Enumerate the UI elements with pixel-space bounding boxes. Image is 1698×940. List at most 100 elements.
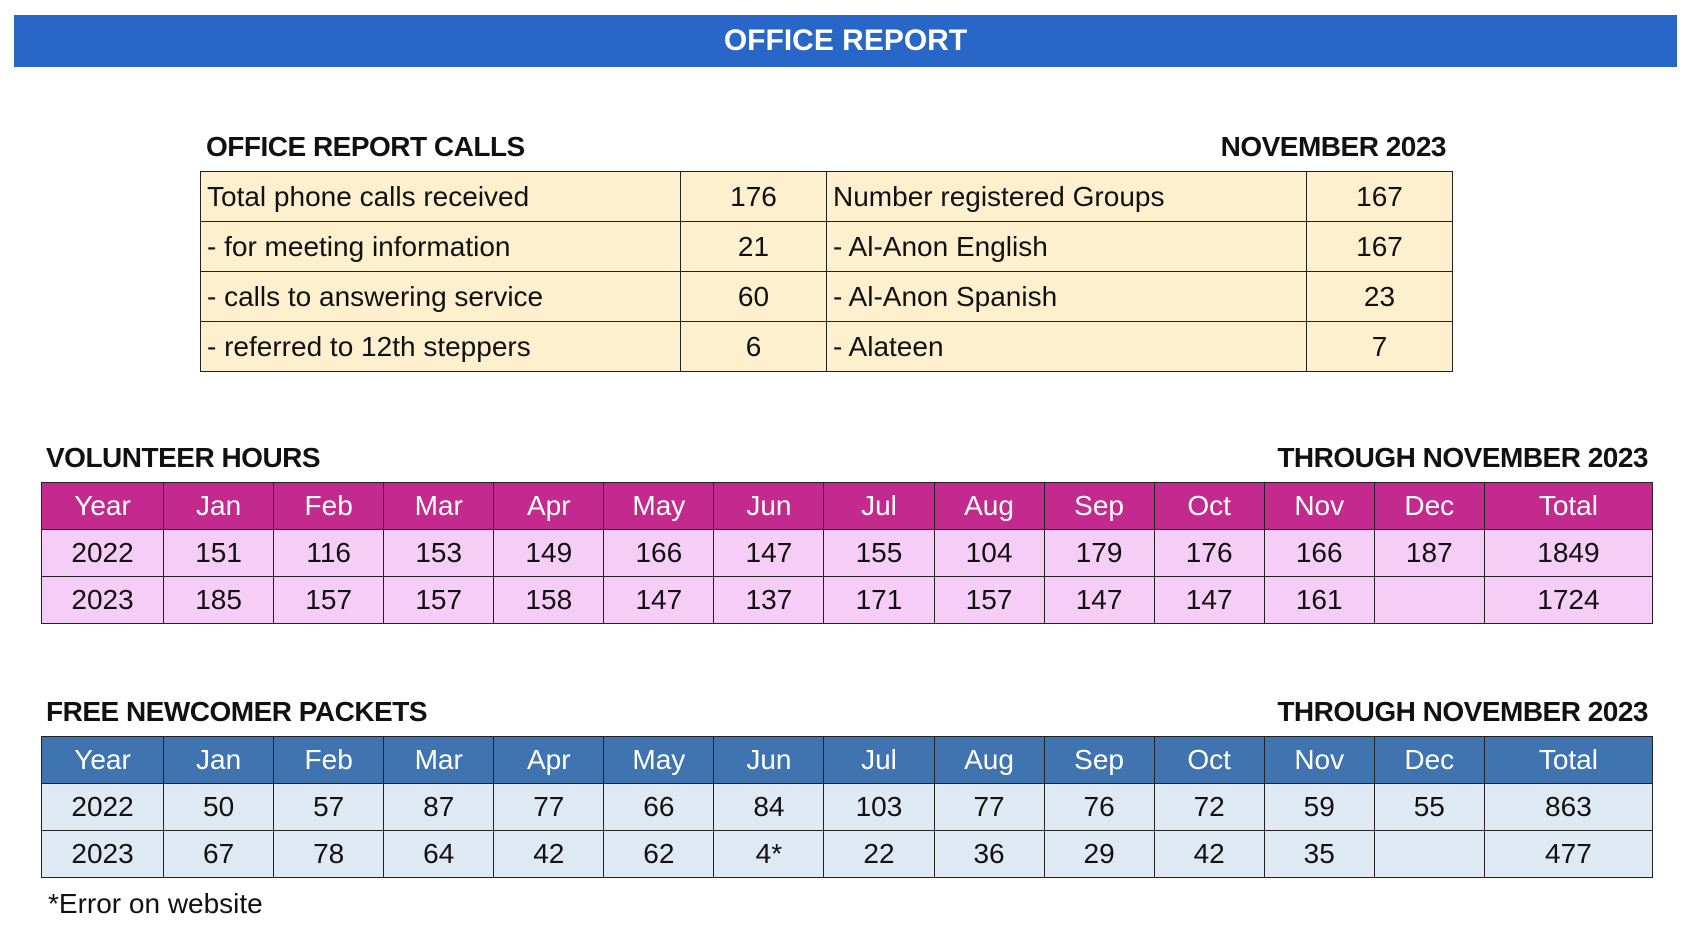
value-cell: 36 (933, 830, 1045, 878)
column-header: Apr (493, 482, 605, 530)
volunteer-hours-table: Year Jan Feb Mar Apr May Jun Jul Aug Sep Oct Nov Dec… (40, 482, 1654, 624)
calls-label: - for meeting information (200, 221, 681, 272)
header-row: Year Jan Feb Mar Apr May Jun Jul Aug Sep Oct Nov Dec… (40, 482, 1654, 530)
column-header: Feb (273, 482, 385, 530)
value-cell: 166 (1263, 529, 1375, 577)
column-header: Year (40, 736, 165, 784)
value-cell: 67 (163, 830, 275, 878)
value-cell: 42 (493, 830, 605, 878)
value-cell: 147 (1153, 576, 1265, 624)
table-row: 2023 67 78 64 42 62 4* 22 36 29 42 35 477 (40, 830, 1654, 878)
column-header: Mar (383, 736, 495, 784)
calls-value: 6 (680, 321, 827, 372)
value-cell: 42 (1153, 830, 1265, 878)
packets-period: THROUGH NOVEMBER 2023 (1277, 696, 1648, 727)
value-cell: 103 (823, 783, 935, 831)
column-header: Jan (163, 736, 275, 784)
value-cell: 72 (1153, 783, 1265, 831)
value-cell: 50 (163, 783, 275, 831)
calls-table: Total phone calls received 176 Number regi… (200, 171, 1453, 372)
value-cell: 155 (823, 529, 935, 577)
value-cell: 863 (1483, 783, 1654, 831)
table-row: 2023 185 157 157 158 147 137 171 157 147 147 161 172… (40, 576, 1654, 624)
value-cell (1373, 830, 1485, 878)
value-cell: 66 (603, 783, 715, 831)
value-cell: 4* (713, 830, 825, 878)
calls-value: 23 (1306, 271, 1453, 322)
value-cell: 166 (603, 529, 715, 577)
value-cell: 157 (273, 576, 385, 624)
calls-value: 176 (680, 171, 827, 222)
calls-value: 60 (680, 271, 827, 322)
value-cell: 77 (933, 783, 1045, 831)
value-cell: 153 (383, 529, 495, 577)
calls-row: Total phone calls received 176 Number regi… (200, 171, 1453, 222)
value-cell: 1724 (1483, 576, 1654, 624)
year-cell: 2022 (40, 783, 165, 831)
newcomer-packets-table: Year Jan Feb Mar Apr May Jun Jul Aug Sep Oct Nov Dec… (40, 736, 1654, 878)
calls-label: - referred to 12th steppers (200, 321, 681, 372)
calls-label: - Al-Anon English (826, 221, 1307, 272)
calls-label: Number registered Groups (826, 171, 1307, 222)
value-cell: 78 (273, 830, 385, 878)
column-header: Nov (1263, 736, 1375, 784)
packets-title: FREE NEWCOMER PACKETS (46, 696, 428, 727)
value-cell: 137 (713, 576, 825, 624)
calls-label: Total phone calls received (200, 171, 681, 222)
volunteer-title: VOLUNTEER HOURS (46, 442, 321, 473)
volunteer-period: THROUGH NOVEMBER 2023 (1277, 442, 1648, 473)
report-banner: OFFICE REPORT (14, 15, 1677, 67)
value-cell: 104 (933, 529, 1045, 577)
calls-value: 21 (680, 221, 827, 272)
calls-value: 7 (1306, 321, 1453, 372)
header-row: Year Jan Feb Mar Apr May Jun Jul Aug Sep Oct Nov Dec… (40, 736, 1654, 784)
calls-row: - for meeting information 21- Al-Anon Eng… (200, 221, 1453, 272)
calls-label: - calls to answering service (200, 271, 681, 322)
calls-period: NOVEMBER 2023 (1220, 131, 1447, 162)
table-row: 2022 151 116 153 149 166 147 155 104 179 176 166 187… (40, 529, 1654, 577)
value-cell: 477 (1483, 830, 1654, 878)
value-cell: 29 (1043, 830, 1155, 878)
calls-row: - referred to 12th steppers 6- Alateen 7 (200, 321, 1453, 372)
value-cell: 55 (1373, 783, 1485, 831)
year-cell: 2022 (40, 529, 165, 577)
value-cell: 77 (493, 783, 605, 831)
value-cell: 59 (1263, 783, 1375, 831)
value-cell: 158 (493, 576, 605, 624)
value-cell: 147 (603, 576, 715, 624)
report-title: OFFICE REPORT (723, 24, 968, 57)
column-header: Aug (933, 736, 1045, 784)
value-cell: 157 (933, 576, 1045, 624)
column-header: Jan (163, 482, 275, 530)
value-cell: 87 (383, 783, 495, 831)
column-header: Mar (383, 482, 495, 530)
value-cell: 35 (1263, 830, 1375, 878)
calls-value: 167 (1306, 171, 1453, 222)
footnote: *Error on website (48, 888, 263, 919)
value-cell: 171 (823, 576, 935, 624)
column-header: Dec (1373, 482, 1485, 530)
value-cell: 179 (1043, 529, 1155, 577)
value-cell: 76 (1043, 783, 1155, 831)
value-cell: 147 (1043, 576, 1155, 624)
column-header: Oct (1153, 482, 1265, 530)
year-cell: 2023 (40, 830, 165, 878)
column-header: Oct (1153, 736, 1265, 784)
column-header: Sep (1043, 482, 1155, 530)
table-row: 2022 50 57 87 77 66 84 103 77 76 72 59 55 863 (40, 783, 1654, 831)
column-header: Total (1483, 736, 1654, 784)
value-cell: 157 (383, 576, 495, 624)
column-header: Total (1483, 482, 1654, 530)
calls-label: - Alateen (826, 321, 1307, 372)
value-cell: 84 (713, 783, 825, 831)
column-header: Sep (1043, 736, 1155, 784)
calls-value: 167 (1306, 221, 1453, 272)
value-cell: 185 (163, 576, 275, 624)
column-header: Jun (713, 736, 825, 784)
column-header: Jul (823, 736, 935, 784)
column-header: Jun (713, 482, 825, 530)
value-cell: 57 (273, 783, 385, 831)
value-cell: 176 (1153, 529, 1265, 577)
calls-title: OFFICE REPORT CALLS (206, 131, 525, 162)
column-header: Year (40, 482, 165, 530)
